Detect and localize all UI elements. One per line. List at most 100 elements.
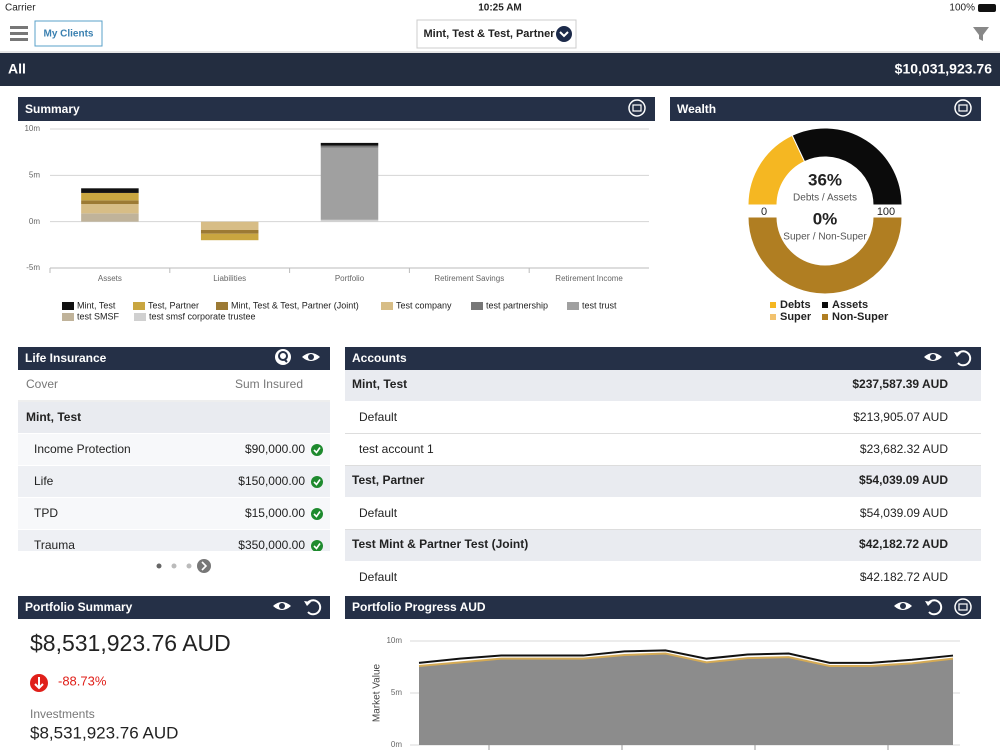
account-name: Default [359,570,398,584]
icon [954,352,961,357]
next-page[interactable] [197,559,211,573]
panel-title: Accounts [352,351,407,365]
y-tick-label: 10m [386,636,402,645]
panel-header [345,596,981,619]
status-icon [311,476,323,488]
icon [308,354,314,360]
owner-name: Mint, Test [352,377,407,391]
legend-swatch [134,313,146,321]
x-tick-label: Retirement Savings [434,274,504,283]
y-tick-label: 0m [391,740,402,749]
battery-icon [978,4,996,12]
legend-swatch [62,302,74,310]
icon [283,358,288,363]
legend-label: Assets [832,299,868,311]
y-tick-label: 10m [24,124,40,133]
page-dot[interactable] [186,563,192,569]
panel-title: Life Insurance [25,351,107,365]
table-row [18,434,330,465]
ratio-value: 0% [813,209,838,228]
icon [306,599,322,616]
icon [927,599,943,616]
panel-title: Wealth [677,102,716,116]
legend-label: Debts [780,299,811,311]
owner-amount: $54,039.09 AUD [859,473,948,487]
series-line [418,652,954,667]
account-row [345,434,981,465]
legend-label: Test company [396,300,452,310]
sum-insured: $150,000.00 [238,474,305,488]
change-value: -88.73% [58,673,107,688]
bar-segment [320,142,379,146]
eye-button[interactable] [894,602,912,610]
status-icon [311,540,323,551]
minimize-button[interactable] [628,99,646,117]
owner-amount: $237,587.39 AUD [852,377,948,391]
owner-row [345,530,981,561]
page-dot[interactable] [171,563,177,569]
button-label: My Clients [43,29,93,40]
group-row [18,402,330,433]
icon [278,351,288,361]
bar-segment [200,221,259,231]
sum-insured: $350,000.00 [238,538,305,552]
x-tick-label: Portfolio [335,274,365,283]
table-row [18,466,330,497]
series-line [418,649,954,664]
account-name: test account 1 [359,442,434,456]
total-bar [0,53,1000,86]
y-tick-label: 5m [29,170,40,179]
legend-label: test trust [582,300,617,310]
eye-button[interactable] [924,353,942,361]
minimize-button[interactable] [954,99,972,117]
status-check [313,543,321,550]
legend-label: test smsf corporate trustee [149,311,256,321]
table-row [18,498,330,529]
gauge-tick-label: 0 [761,206,767,218]
scope-label: All [8,61,26,77]
eye-button[interactable] [302,353,320,361]
y-tick-label: -5m [26,263,40,272]
panel-title: Portfolio Summary [25,600,133,614]
panel-header [670,97,981,121]
page-dot[interactable] [156,563,162,569]
legend-swatch [62,313,74,321]
gauge-tick-label: 100 [877,206,895,218]
y-tick-label: 0m [29,217,40,226]
legend-label: Test, Partner [148,300,199,310]
panel-header [18,596,330,619]
clock: 10:25 AM [478,3,522,14]
quote-button[interactable] [275,349,291,365]
legend-swatch [381,302,393,310]
sum-insured: $15,000.00 [245,506,305,520]
menu-button[interactable] [10,26,28,41]
my-clients-button[interactable]: My Clients [34,20,103,47]
legend-swatch [216,302,228,310]
portfolio-value: $8,531,923.76 AUD [30,630,231,656]
refresh-button[interactable] [304,599,322,616]
icon [954,99,972,117]
accounts-table: Mint, Test $237,587.39 AUD Default $213,905… [345,370,981,584]
gauge-segment [791,127,903,206]
refresh-button[interactable] [925,599,943,616]
cover-name: Trauma [34,538,75,552]
eye-button[interactable] [273,602,291,610]
refresh-button[interactable] [954,350,972,367]
account-name: Default [359,410,398,424]
client-selector[interactable]: Mint, Test & Test, Partner [416,19,577,49]
owner-amount: $42,182.72 AUD [859,537,948,551]
legend-label: Super [780,311,812,323]
total-value: $10,031,923.76 [895,61,993,77]
icon [925,601,932,606]
legend-label: Mint, Test [77,300,116,310]
ratio-value: 36% [808,170,842,189]
panel-title: Portfolio Progress AUD [352,600,486,614]
bar-segment [81,213,139,222]
bar-segment [81,192,139,201]
icon [900,603,906,609]
minimize-button[interactable] [954,598,972,616]
filter-button[interactable] [973,27,989,41]
status-check [313,511,321,518]
legend-swatch [133,302,145,310]
